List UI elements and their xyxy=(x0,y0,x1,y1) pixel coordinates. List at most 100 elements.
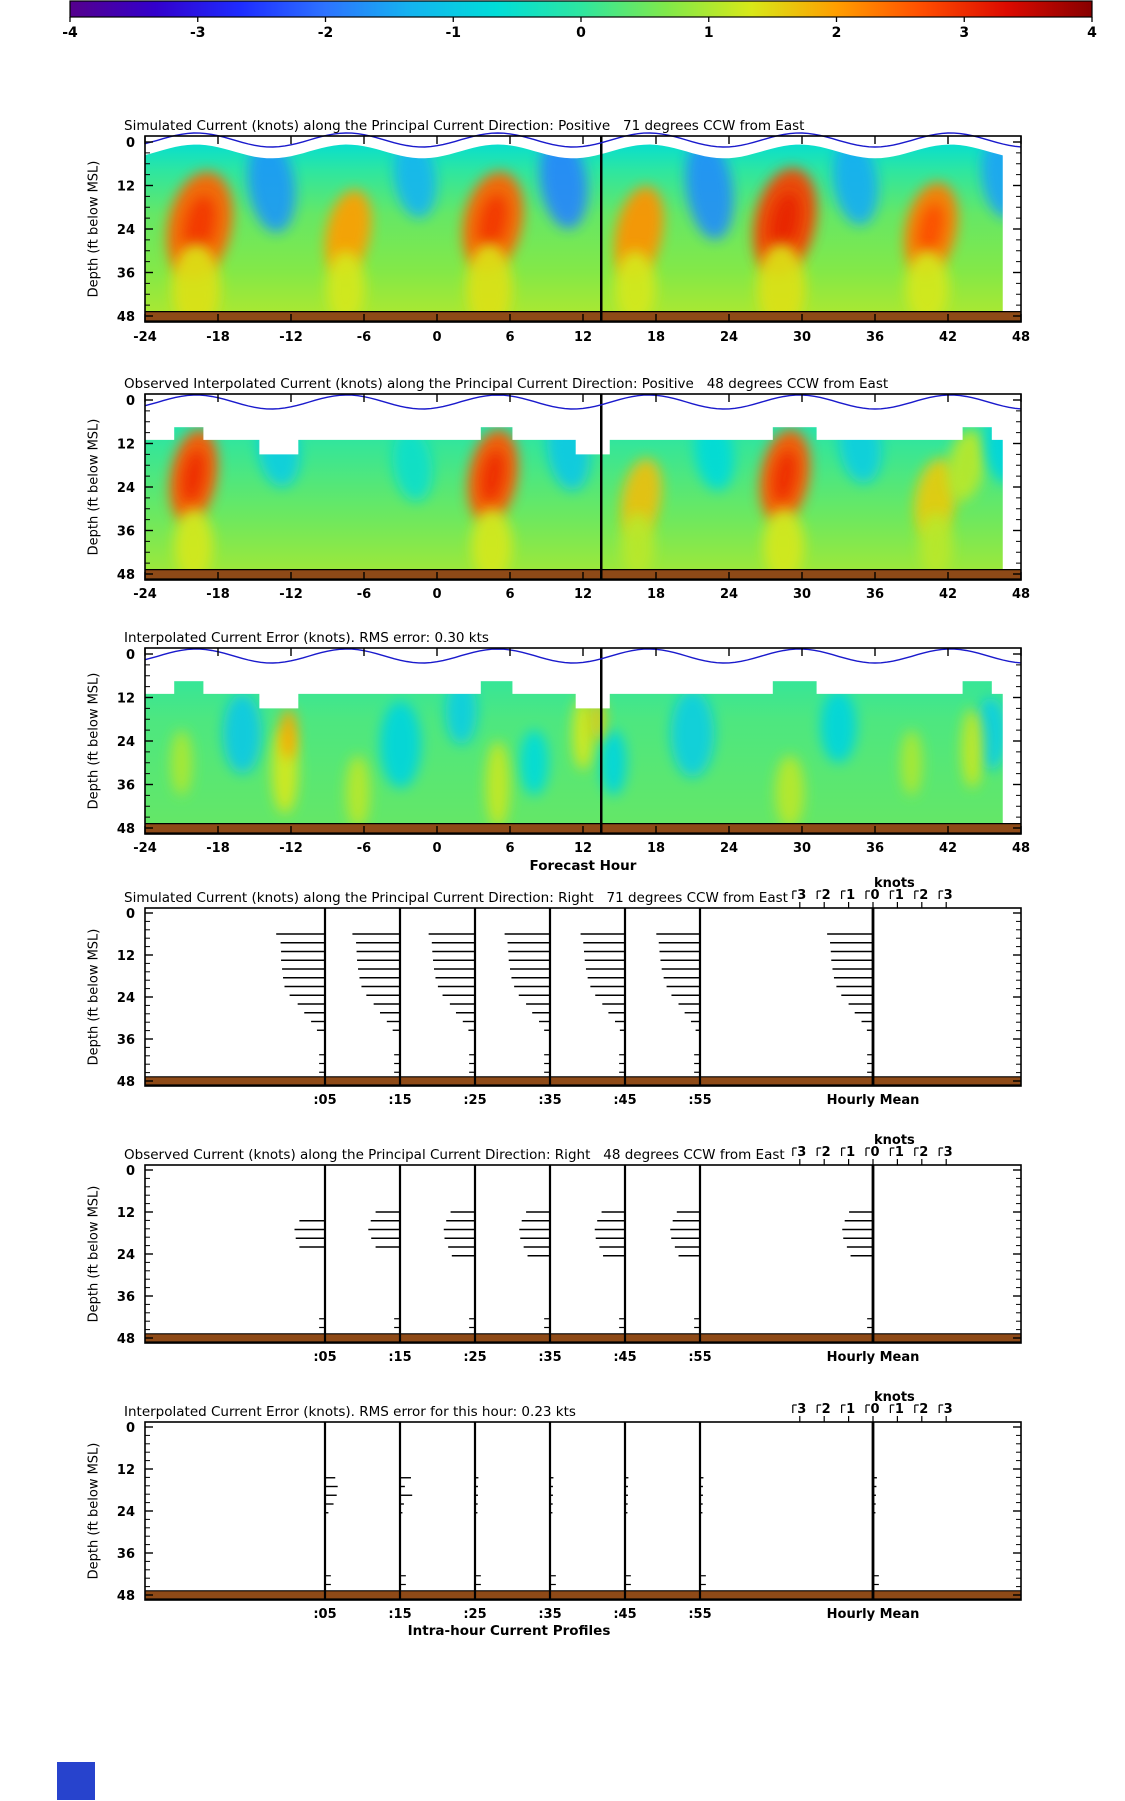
y-axis-label-4: Depth (ft below MSL) xyxy=(86,928,102,1066)
heatmap-panel-1: -24 -18 -12 -6 0 6 12 18 24 30 36 42 48 0 12 24 36 48 xyxy=(117,132,1030,345)
knots-scale-tick-label: 3 xyxy=(797,1145,806,1160)
time-label: :35 xyxy=(538,1093,561,1108)
y-tick-label: 12 xyxy=(117,180,135,195)
x-tick-label: 48 xyxy=(1012,587,1030,602)
knots-scale-label: knots xyxy=(874,1133,915,1148)
time-label: Hourly Mean xyxy=(827,1607,920,1622)
x-tick-label: 18 xyxy=(647,587,665,602)
x-tick-label: -24 xyxy=(133,587,157,602)
knots-scale-tick-label: 1 xyxy=(895,888,904,903)
x-tick-label: 36 xyxy=(866,841,884,856)
y-tick-label: 24 xyxy=(117,991,135,1006)
knots-scale-tick-label: 1 xyxy=(895,1402,904,1417)
colorbar-tick-label: -2 xyxy=(318,25,334,41)
x-tick-label: 12 xyxy=(574,587,592,602)
time-label: :25 xyxy=(463,1350,486,1365)
y-tick-label: 0 xyxy=(126,1164,135,1179)
x-tick-label: 0 xyxy=(432,841,441,856)
y-axis-label-2: Depth (ft below MSL) xyxy=(86,418,102,556)
colorbar-tick-label: 3 xyxy=(959,25,969,41)
y-axis-label-1: Depth (ft below MSL) xyxy=(86,160,102,298)
blue-square-mark xyxy=(57,1762,95,1800)
colorbar-tick-label: 0 xyxy=(576,25,586,41)
time-label: :25 xyxy=(463,1093,486,1108)
y-tick-label: 0 xyxy=(126,907,135,922)
y-tick-label: 12 xyxy=(117,1206,135,1221)
time-label: :15 xyxy=(388,1607,411,1622)
y-tick-label: 48 xyxy=(117,1589,135,1604)
time-label: :45 xyxy=(613,1093,636,1108)
x-tick-label: -6 xyxy=(357,841,371,856)
colorbar-tick-label: -4 xyxy=(62,25,78,41)
x-tick-label: -24 xyxy=(133,330,157,345)
y-tick-label: 0 xyxy=(126,648,135,663)
x-tick-label: 24 xyxy=(720,330,738,345)
knots-scale-tick-label: 0 xyxy=(870,1145,879,1160)
y-tick-label: 48 xyxy=(117,568,135,583)
x-axis-label-intra-hour: Intra-hour Current Profiles xyxy=(407,1623,611,1639)
panel-title-error-heatmap: Interpolated Current Error (knots). RMS … xyxy=(124,630,489,646)
y-tick-label: 24 xyxy=(117,735,135,750)
x-tick-label: -18 xyxy=(206,330,230,345)
colorbar-tick-label: 1 xyxy=(704,25,714,41)
knots-scale-tick-label: 3 xyxy=(944,1402,953,1417)
colorbar-tick-label: 2 xyxy=(832,25,842,41)
x-tick-label: 30 xyxy=(793,841,811,856)
knots-scale-tick-label: 3 xyxy=(797,888,806,903)
colorbar-tick-label: -1 xyxy=(445,25,461,41)
x-tick-label: 30 xyxy=(793,587,811,602)
x-tick-label: 24 xyxy=(720,587,738,602)
y-tick-label: 12 xyxy=(117,949,135,964)
time-label: :15 xyxy=(388,1350,411,1365)
x-tick-label: 6 xyxy=(505,841,514,856)
heatmap-panel-2: -24 -18 -12 -6 0 6 12 18 24 30 36 42 48 0 12 24 36 48 xyxy=(117,393,1030,602)
time-label: :55 xyxy=(688,1350,711,1365)
tide-curve xyxy=(144,648,1022,664)
colorbar-tick-label: 4 xyxy=(1087,25,1097,41)
y-tick-label: 24 xyxy=(117,1248,135,1263)
x-tick-label: -12 xyxy=(279,841,303,856)
time-label: Hourly Mean xyxy=(827,1350,920,1365)
time-label: :05 xyxy=(313,1607,336,1622)
x-tick-label: 6 xyxy=(505,587,514,602)
x-tick-label: 42 xyxy=(939,330,957,345)
panel-title-error-profiles: Interpolated Current Error (knots). RMS … xyxy=(124,1404,576,1420)
y-tick-label: 36 xyxy=(117,1033,135,1048)
x-tick-label: -12 xyxy=(279,587,303,602)
knots-scale-tick-label: 2 xyxy=(822,1402,831,1417)
y-tick-label: 48 xyxy=(117,822,135,837)
y-tick-label: 36 xyxy=(117,1290,135,1305)
x-tick-label: -6 xyxy=(357,330,371,345)
x-tick-label: 18 xyxy=(647,841,665,856)
x-tick-label: 48 xyxy=(1012,841,1030,856)
y-axis-label-3: Depth (ft below MSL) xyxy=(86,672,102,810)
x-tick-label: 18 xyxy=(647,330,665,345)
knots-scale-tick-label: 0 xyxy=(870,888,879,903)
x-tick-label: 0 xyxy=(432,587,441,602)
knots-scale-tick-label: 3 xyxy=(944,888,953,903)
y-tick-label: 0 xyxy=(126,136,135,151)
y-tick-label: 36 xyxy=(117,1547,135,1562)
y-tick-label: 48 xyxy=(117,1075,135,1090)
panel-title-simulated-heatmap: Simulated Current (knots) along the Prin… xyxy=(124,118,805,134)
panel-title-observed-profiles: Observed Current (knots) along the Princ… xyxy=(124,1147,785,1163)
knots-scale-tick-label: 2 xyxy=(822,1145,831,1160)
y-tick-label: 48 xyxy=(117,1332,135,1347)
x-tick-label: -6 xyxy=(357,587,371,602)
x-tick-label: 30 xyxy=(793,330,811,345)
seabed-bar xyxy=(145,1076,1021,1085)
knots-scale-label: knots xyxy=(874,876,915,891)
y-tick-label: 12 xyxy=(117,438,135,453)
knots-scale-tick-label: 1 xyxy=(846,1145,855,1160)
knots-scale-tick-label: 2 xyxy=(919,888,928,903)
knots-scale-label: knots xyxy=(874,1390,915,1405)
x-tick-label: -24 xyxy=(133,841,157,856)
x-tick-label: 48 xyxy=(1012,330,1030,345)
panel-title-simulated-profiles: Simulated Current (knots) along the Prin… xyxy=(124,890,788,906)
knots-scale-tick-label: 2 xyxy=(919,1402,928,1417)
x-tick-label: -12 xyxy=(279,330,303,345)
heatmap-panel-3: -24 -18 -12 -6 0 6 12 18 24 30 36 42 48 0 12 24 36 48 xyxy=(117,647,1030,856)
colorbar-gradient xyxy=(69,0,1093,18)
time-label: :55 xyxy=(688,1093,711,1108)
time-label: :55 xyxy=(688,1607,711,1622)
